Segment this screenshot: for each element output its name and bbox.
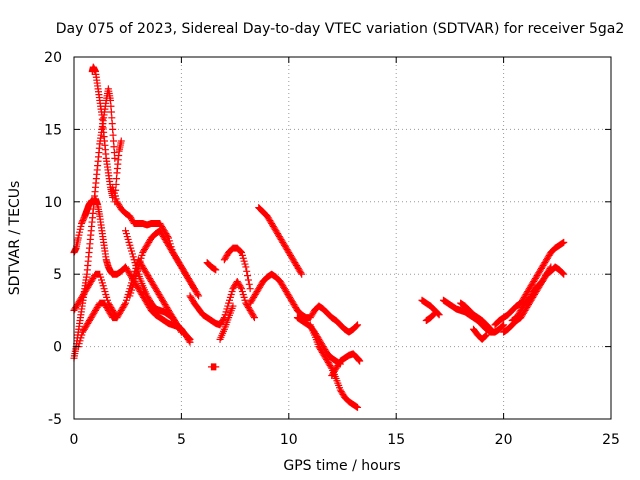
y-tick-label: 0 bbox=[53, 340, 62, 356]
plus-markers bbox=[293, 314, 344, 368]
plus-markers bbox=[255, 204, 306, 278]
y-tick-label: 10 bbox=[44, 195, 62, 211]
x-axis-label: GPS time / hours bbox=[283, 458, 400, 474]
series-arc-aa bbox=[491, 238, 568, 329]
series-arc-w bbox=[422, 309, 439, 325]
series-arc-h bbox=[111, 137, 125, 206]
series-arc-c bbox=[70, 85, 119, 362]
plus-markers bbox=[328, 350, 364, 380]
x-tick-label: 0 bbox=[70, 432, 79, 448]
y-tick-label: 15 bbox=[44, 122, 62, 138]
series-arc-g bbox=[109, 183, 203, 300]
plus-markers bbox=[457, 299, 495, 333]
y-tick-label: 5 bbox=[53, 267, 62, 283]
plus-markers bbox=[491, 238, 568, 329]
series-arc-r bbox=[285, 292, 362, 336]
x-tick-label: 5 bbox=[177, 432, 186, 448]
plus-markers bbox=[122, 227, 194, 346]
plus-markers bbox=[470, 325, 490, 343]
plus-markers bbox=[216, 302, 237, 343]
y-tick-label: 20 bbox=[44, 50, 62, 66]
y-tick-label: -5 bbox=[48, 412, 62, 428]
series-arc-j bbox=[122, 227, 194, 346]
plus-markers bbox=[207, 363, 220, 371]
series-arc-ac bbox=[508, 263, 555, 325]
series-arc-m bbox=[207, 363, 220, 371]
plus-markers bbox=[285, 292, 362, 336]
plus-markers bbox=[220, 244, 254, 293]
series-arc-y bbox=[457, 299, 495, 333]
series-arc-i bbox=[126, 227, 198, 300]
series-arc-p bbox=[246, 270, 293, 307]
plus-markers bbox=[70, 85, 119, 362]
series-arc-o bbox=[216, 302, 237, 343]
x-tick-label: 20 bbox=[495, 432, 513, 448]
plus-markers bbox=[126, 227, 198, 300]
grid-lines bbox=[74, 57, 611, 419]
y-axis-label: SDTVAR / TECUs bbox=[7, 181, 23, 296]
plus-markers bbox=[109, 183, 203, 300]
series-arc-z bbox=[470, 325, 490, 343]
series-arc-t bbox=[328, 350, 364, 380]
axis-ticks: 0 5 10 15 20 25 -5 0 5 10 15 20 bbox=[44, 50, 620, 448]
series-arc-k bbox=[186, 277, 258, 329]
series-arc-l bbox=[203, 259, 220, 274]
x-tick-label: 25 bbox=[602, 432, 620, 448]
series-arc-u bbox=[293, 314, 344, 368]
series-arc-q bbox=[255, 204, 306, 278]
plus-markers bbox=[203, 259, 220, 274]
series-arc-n bbox=[220, 244, 254, 293]
chart-title: Day 075 of 2023, Sidereal Day-to-day VTE… bbox=[56, 21, 625, 37]
plus-markers bbox=[508, 263, 555, 325]
plus-markers bbox=[186, 277, 258, 329]
x-tick-label: 15 bbox=[387, 432, 405, 448]
data-points bbox=[70, 63, 568, 411]
x-tick-label: 10 bbox=[280, 432, 298, 448]
plus-markers bbox=[111, 137, 125, 206]
plus-markers bbox=[422, 309, 439, 325]
plus-markers bbox=[246, 270, 293, 307]
plot-frame bbox=[73, 56, 612, 420]
